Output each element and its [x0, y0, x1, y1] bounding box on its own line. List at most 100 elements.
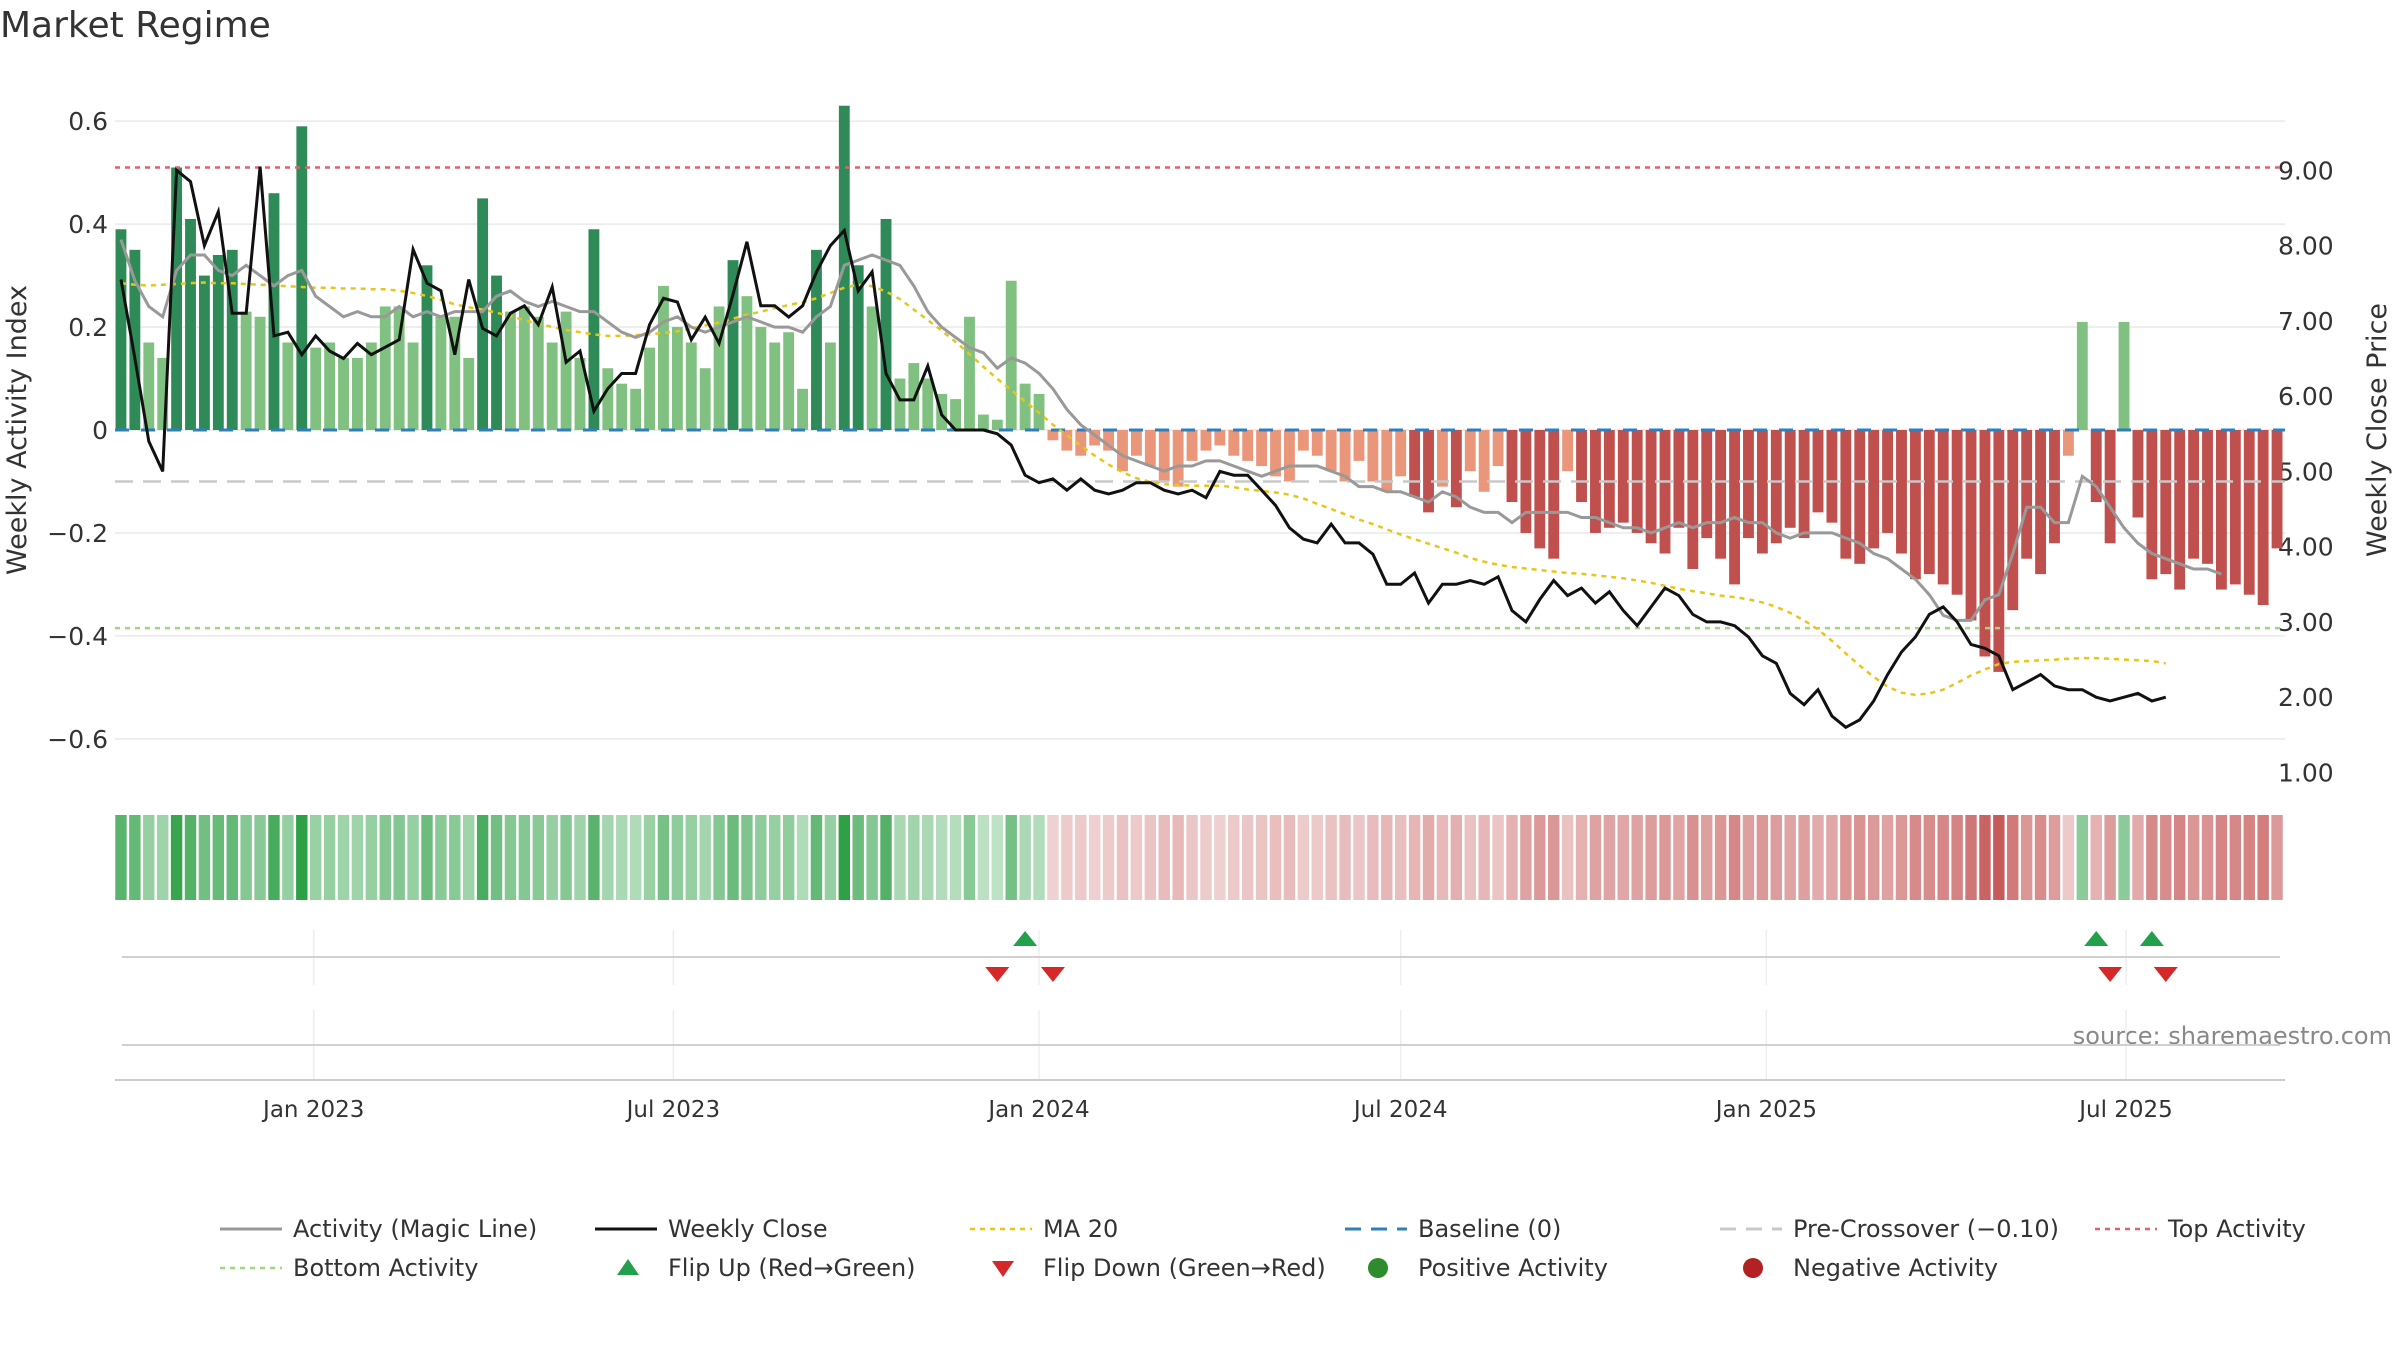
regime-strip-cell — [435, 815, 447, 900]
activity-bar — [1993, 430, 2005, 672]
activity-bar — [2076, 321, 2088, 430]
activity-bar — [2188, 430, 2200, 559]
activity-bar — [2229, 430, 2241, 585]
right-tick-label: 8.00 — [2278, 232, 2334, 261]
regime-strip-cell — [880, 815, 892, 900]
activity-bar — [1325, 430, 1337, 472]
regime-strip-cell — [1770, 815, 1782, 900]
activity-bar — [1923, 430, 1935, 575]
activity-bar — [1896, 430, 1907, 554]
left-tick-label: −0.2 — [47, 519, 108, 548]
right-tick-label: 4.00 — [2278, 533, 2334, 562]
activity-bar — [1673, 430, 1685, 528]
regime-strip-cell — [1812, 815, 1824, 900]
regime-strip-cell — [1673, 815, 1685, 900]
activity-bar — [755, 327, 767, 430]
activity-bar — [254, 316, 266, 430]
activity-bar — [1868, 430, 1880, 549]
regime-strip-cell — [713, 815, 725, 900]
regime-strip-cell — [2173, 815, 2186, 900]
regime-strip-cell — [810, 815, 823, 900]
activity-bar — [1297, 430, 1309, 451]
regime-strip-cell — [2076, 815, 2089, 900]
regime-strip-cell — [1061, 815, 1073, 900]
activity-bar — [2104, 430, 2116, 544]
regime-strip-cell — [1241, 815, 1254, 900]
regime-strip-cell — [1506, 815, 1518, 900]
regime-strip-cell — [476, 815, 489, 900]
regime-strip-cell — [1102, 815, 1115, 900]
activity-bar — [1228, 430, 1240, 456]
activity-bar — [1061, 430, 1073, 451]
regime-strip-cell — [407, 815, 419, 900]
activity-bar — [1270, 430, 1281, 477]
legend-label: Positive Activity — [1418, 1254, 1608, 1282]
regime-strip-cell — [2007, 815, 2019, 900]
activity-bar — [115, 229, 127, 430]
activity-bar — [1840, 430, 1852, 559]
regime-strip-cell — [1214, 815, 1226, 900]
activity-bar — [1562, 430, 1574, 472]
activity-bar — [699, 368, 711, 430]
regime-strip-cell — [532, 815, 544, 900]
activity-bar — [671, 327, 683, 430]
activity-bar — [1367, 430, 1379, 482]
regime-strip-cell — [337, 815, 350, 900]
legend-label: Weekly Close — [668, 1215, 828, 1243]
activity-bar — [1770, 430, 1782, 544]
regime-strip-cell — [546, 815, 558, 900]
regime-strip-cell — [1395, 815, 1407, 900]
regime-strip-cell — [1784, 815, 1796, 900]
regime-strip-cell — [1561, 815, 1574, 900]
regime-strip-cell — [991, 815, 1004, 900]
activity-bar — [129, 249, 141, 430]
activity-bar — [1617, 430, 1629, 523]
activity-bar — [1854, 430, 1866, 564]
activity-bar — [2257, 430, 2269, 605]
regime-strip-cell — [1019, 815, 1031, 900]
activity-bar — [491, 275, 502, 430]
activity-bar — [727, 260, 739, 430]
regime-strip-cell — [1464, 815, 1476, 900]
regime-strip-cell — [1631, 815, 1643, 900]
x-tick-label: Jan 2023 — [261, 1097, 364, 1123]
legend-label: Negative Activity — [1793, 1254, 1998, 1282]
regime-strip-cell — [1408, 815, 1421, 900]
regime-strip-cell — [741, 815, 753, 900]
activity-bar — [1242, 430, 1254, 461]
activity-bar — [1395, 430, 1407, 477]
regime-strip-cell — [852, 815, 864, 900]
activity-bar — [1019, 383, 1031, 430]
regime-strip-cell — [1311, 815, 1323, 900]
flip-down-marker — [985, 967, 1010, 982]
regime-strip-cell — [1742, 815, 1755, 900]
regime-strip-cell — [1130, 815, 1143, 900]
regime-strip-cell — [198, 815, 211, 900]
activity-bar — [435, 316, 447, 430]
activity-bar — [407, 342, 419, 430]
regime-strip-cell — [922, 815, 934, 900]
regime-strip-cell — [240, 815, 252, 900]
regime-strip-cell — [1005, 815, 1017, 900]
activity-bar — [1186, 430, 1198, 461]
activity-bar — [1812, 430, 1824, 513]
activity-bar — [769, 342, 781, 430]
right-tick-label: 1.00 — [2278, 758, 2334, 787]
activity-bar — [1937, 430, 1949, 585]
flip-up-marker — [1013, 931, 1038, 946]
activity-bar — [1144, 430, 1156, 467]
activity-bar — [880, 218, 892, 430]
flip-down-marker — [1040, 967, 1065, 982]
legend-swatch — [992, 1261, 1014, 1277]
legend-swatch — [617, 1259, 639, 1275]
regime-strip-cell — [699, 815, 711, 900]
x-tick-label: Jan 2024 — [986, 1097, 1089, 1123]
activity-bar — [1423, 430, 1434, 513]
activity-bar — [1478, 430, 1490, 492]
activity-bar — [950, 399, 962, 430]
activity-bar — [268, 193, 280, 430]
left-tick-label: 0.6 — [68, 107, 108, 136]
regime-strip-cell — [1255, 815, 1268, 900]
regime-strip-cell — [1172, 815, 1184, 900]
activity-bar — [1826, 430, 1838, 523]
